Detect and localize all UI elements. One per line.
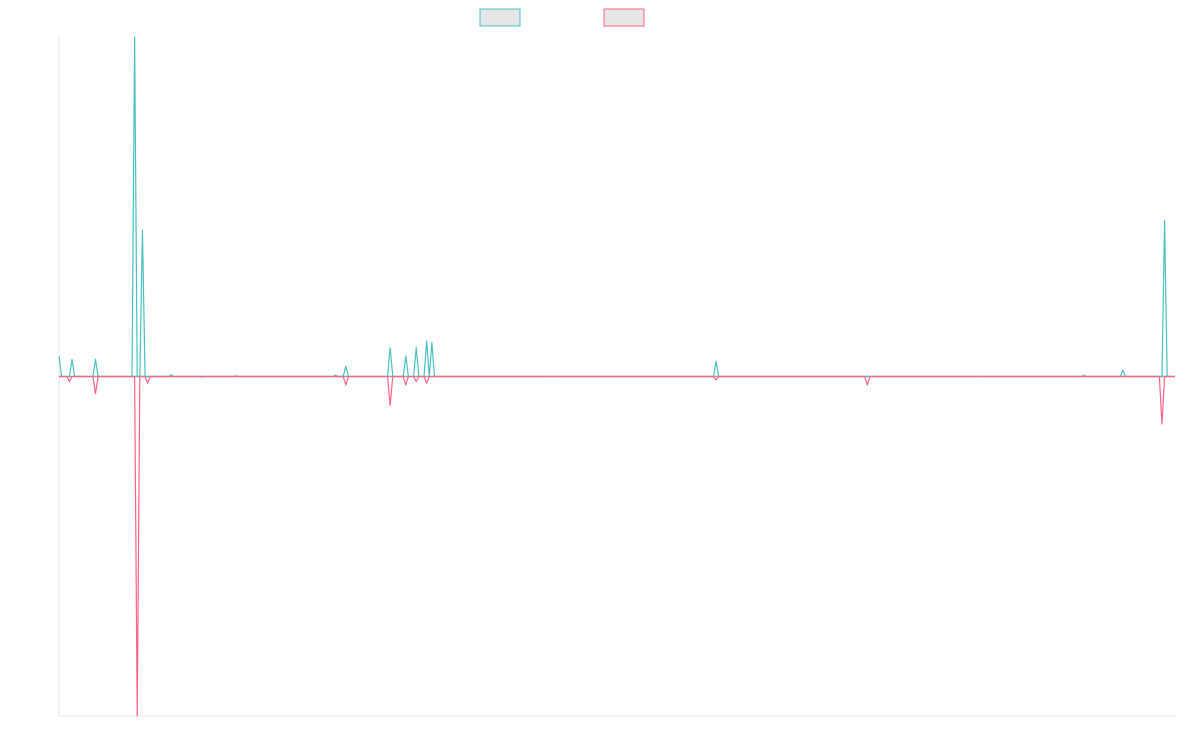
series-layer xyxy=(58,36,1175,717)
series-line-2 xyxy=(59,375,1175,717)
legend-swatch-2[interactable] xyxy=(603,8,645,27)
series-line-1 xyxy=(58,36,1175,378)
legend xyxy=(479,8,645,27)
legend-swatch-1[interactable] xyxy=(479,8,521,27)
